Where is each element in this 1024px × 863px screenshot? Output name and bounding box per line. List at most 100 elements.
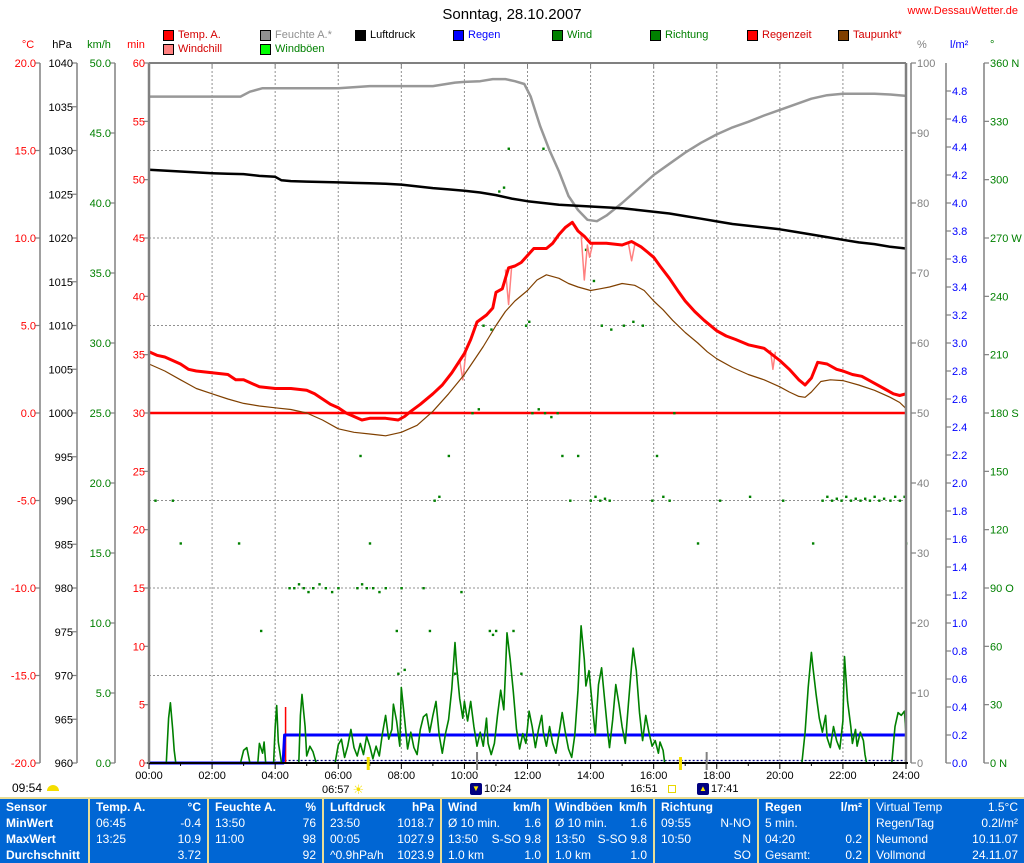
svg-text:08:00: 08:00 — [388, 770, 416, 782]
svg-text:210: 210 — [990, 350, 1008, 362]
svg-text:1035: 1035 — [49, 102, 73, 114]
table-row: SO — [733, 848, 751, 862]
legend-label: Feuchte A.* — [275, 29, 332, 41]
svg-text:80: 80 — [917, 198, 929, 210]
svg-text:06:00: 06:00 — [324, 770, 352, 782]
svg-text:18:00: 18:00 — [703, 770, 731, 782]
svg-text:12:00: 12:00 — [514, 770, 542, 782]
svg-text:1030: 1030 — [49, 146, 73, 158]
svg-text:30.0: 30.0 — [90, 338, 111, 350]
svg-text:0 N: 0 N — [990, 758, 1007, 770]
svg-text:°: ° — [990, 39, 994, 51]
page-title: Sonntag, 28.10.2007 — [442, 6, 582, 23]
table-row: Wind km/h — [448, 800, 541, 814]
table-row: 1.0 km 1.0 — [448, 848, 541, 862]
table-row: 3.72 — [177, 848, 201, 862]
svg-text:980: 980 — [55, 583, 73, 595]
svg-text:0.0: 0.0 — [96, 758, 111, 770]
svg-text:240: 240 — [990, 291, 1008, 303]
svg-text:24:00: 24:00 — [892, 770, 920, 782]
svg-text:20:00: 20:00 — [766, 770, 794, 782]
svg-text:45: 45 — [133, 233, 145, 245]
legend-item-richtung: Richtung — [650, 29, 708, 41]
svg-text:1010: 1010 — [49, 321, 73, 333]
legend-swatch — [163, 43, 174, 55]
axis-°C: -20.0 -15.0 -10.0 -5.0 0.0 5.0 10.0 15.0 20.0 °C — [11, 39, 41, 770]
column-regen: Regen l/m² 5 min. 04:20 0.2 Gesamt: 0.2 — [757, 799, 868, 863]
legend-item-regenzeit: Regenzeit — [747, 29, 812, 41]
svg-text:1020: 1020 — [49, 233, 73, 245]
svg-text:-10.0: -10.0 — [11, 583, 36, 595]
svg-text:22:00: 22:00 — [829, 770, 857, 782]
svg-text:2.2: 2.2 — [952, 450, 967, 462]
svg-text:5.0: 5.0 — [96, 688, 111, 700]
series-wind-windb-en — [149, 625, 907, 764]
svg-text:975: 975 — [55, 627, 73, 639]
legend-item-windb-en: Windböen — [260, 43, 325, 55]
column-windb-en: Windböen km/h Ø 10 min. 1.6 13:50 S-SO 9.8 1.0… — [547, 799, 653, 863]
svg-text:0.6: 0.6 — [952, 674, 967, 686]
svg-text:45.0: 45.0 — [90, 128, 111, 140]
table-row: 13:50 S-SO 9.8 — [555, 832, 647, 846]
table-row: 00:05 1027.9 — [330, 832, 434, 846]
table-row: 10:50 N — [661, 832, 751, 846]
column-temp-a-: Temp. A. °C 06:45 -0.4 13:25 10.9 3.72 — [88, 799, 207, 863]
svg-text:1005: 1005 — [49, 364, 73, 376]
svg-text:1.2: 1.2 — [952, 590, 967, 602]
svg-text:0.0: 0.0 — [952, 758, 967, 770]
legend-swatch — [552, 29, 563, 41]
legend-swatch — [650, 29, 661, 41]
svg-text:0: 0 — [917, 758, 923, 770]
table-row: Luftdruck hPa — [330, 800, 434, 814]
svg-text:16:00: 16:00 — [640, 770, 668, 782]
svg-text:0.4: 0.4 — [952, 702, 967, 714]
svg-text:2.4: 2.4 — [952, 422, 967, 434]
svg-text:min: min — [127, 39, 145, 51]
table-row: Richtung — [661, 800, 713, 814]
column-info: Virtual Temp 1.5°C Regen/Tag 0.2l/m² Neumond… — [868, 799, 1024, 863]
svg-text:985: 985 — [55, 539, 73, 551]
legend-label: Regen — [468, 29, 501, 41]
svg-text:10:00: 10:00 — [451, 770, 479, 782]
legend-label: Temp. A. — [178, 29, 221, 41]
table-row: Temp. A. °C — [96, 800, 201, 814]
axis-l/m²: 0.0 0.2 0.4 0.6 0.8 1.0 1.2 1.4 1.6 1.8 2.0 2.2 2.4 2… — [945, 39, 969, 770]
column-luftdruck: Luftdruck hPa 23:50 1018.7 00:05 1027.9 ^0.9hP… — [322, 799, 440, 863]
svg-text:30: 30 — [133, 408, 145, 420]
website-link[interactable]: www.DessauWetter.de — [907, 5, 1018, 17]
svg-text:15.0: 15.0 — [15, 146, 36, 158]
svg-text:1.4: 1.4 — [952, 562, 967, 574]
svg-text:15.0: 15.0 — [90, 548, 111, 560]
legend-swatch — [747, 29, 758, 41]
series-windchill — [458, 234, 777, 381]
axis-min: 0 5 10 15 20 25 30 35 40 45 50 55 60 min — [127, 39, 150, 770]
table-row: Ø 10 min. 1.6 — [448, 816, 541, 830]
legend-swatch — [260, 29, 271, 41]
svg-text:3.8: 3.8 — [952, 226, 967, 238]
svg-text:5.0: 5.0 — [21, 321, 36, 333]
table-row: 1.0 km 1.0 — [555, 848, 647, 862]
svg-text:10.0: 10.0 — [15, 233, 36, 245]
svg-text:1.6: 1.6 — [952, 534, 967, 546]
svg-text:60: 60 — [917, 338, 929, 350]
svg-text:1015: 1015 — [49, 277, 73, 289]
svg-text:50: 50 — [133, 175, 145, 187]
table-row: 09:55 N-NO — [661, 816, 751, 830]
axis-%: 0 10 20 30 40 50 60 70 80 90 100% — [910, 39, 935, 770]
svg-text:40: 40 — [133, 291, 145, 303]
svg-text:965: 965 — [55, 714, 73, 726]
legend-label: Richtung — [665, 29, 709, 41]
table-row: Regen l/m² — [765, 800, 862, 814]
svg-text:-15.0: -15.0 — [11, 671, 36, 683]
column-wind: Wind km/h Ø 10 min. 1.6 13:50 S-SO 9.8 1.0 km 1… — [440, 799, 547, 863]
svg-text:2.0: 2.0 — [952, 478, 967, 490]
svg-text:2.6: 2.6 — [952, 394, 967, 406]
x-axis: 00:00 02:00 04:00 06:00 08:00 10:00 12:00 14:00… — [135, 63, 920, 782]
wind-direction-dots — [154, 147, 908, 675]
svg-text:35: 35 — [133, 350, 145, 362]
column-feuchte-a-: Feuchte A.% 13:50 76 11:00 98 92 — [207, 799, 322, 863]
legend-item-taupunkt-: Taupunkt* — [838, 29, 902, 41]
svg-text:04:00: 04:00 — [261, 770, 289, 782]
table-row: MaxWert — [6, 832, 56, 846]
table-row: 06:45 -0.4 — [96, 816, 201, 830]
